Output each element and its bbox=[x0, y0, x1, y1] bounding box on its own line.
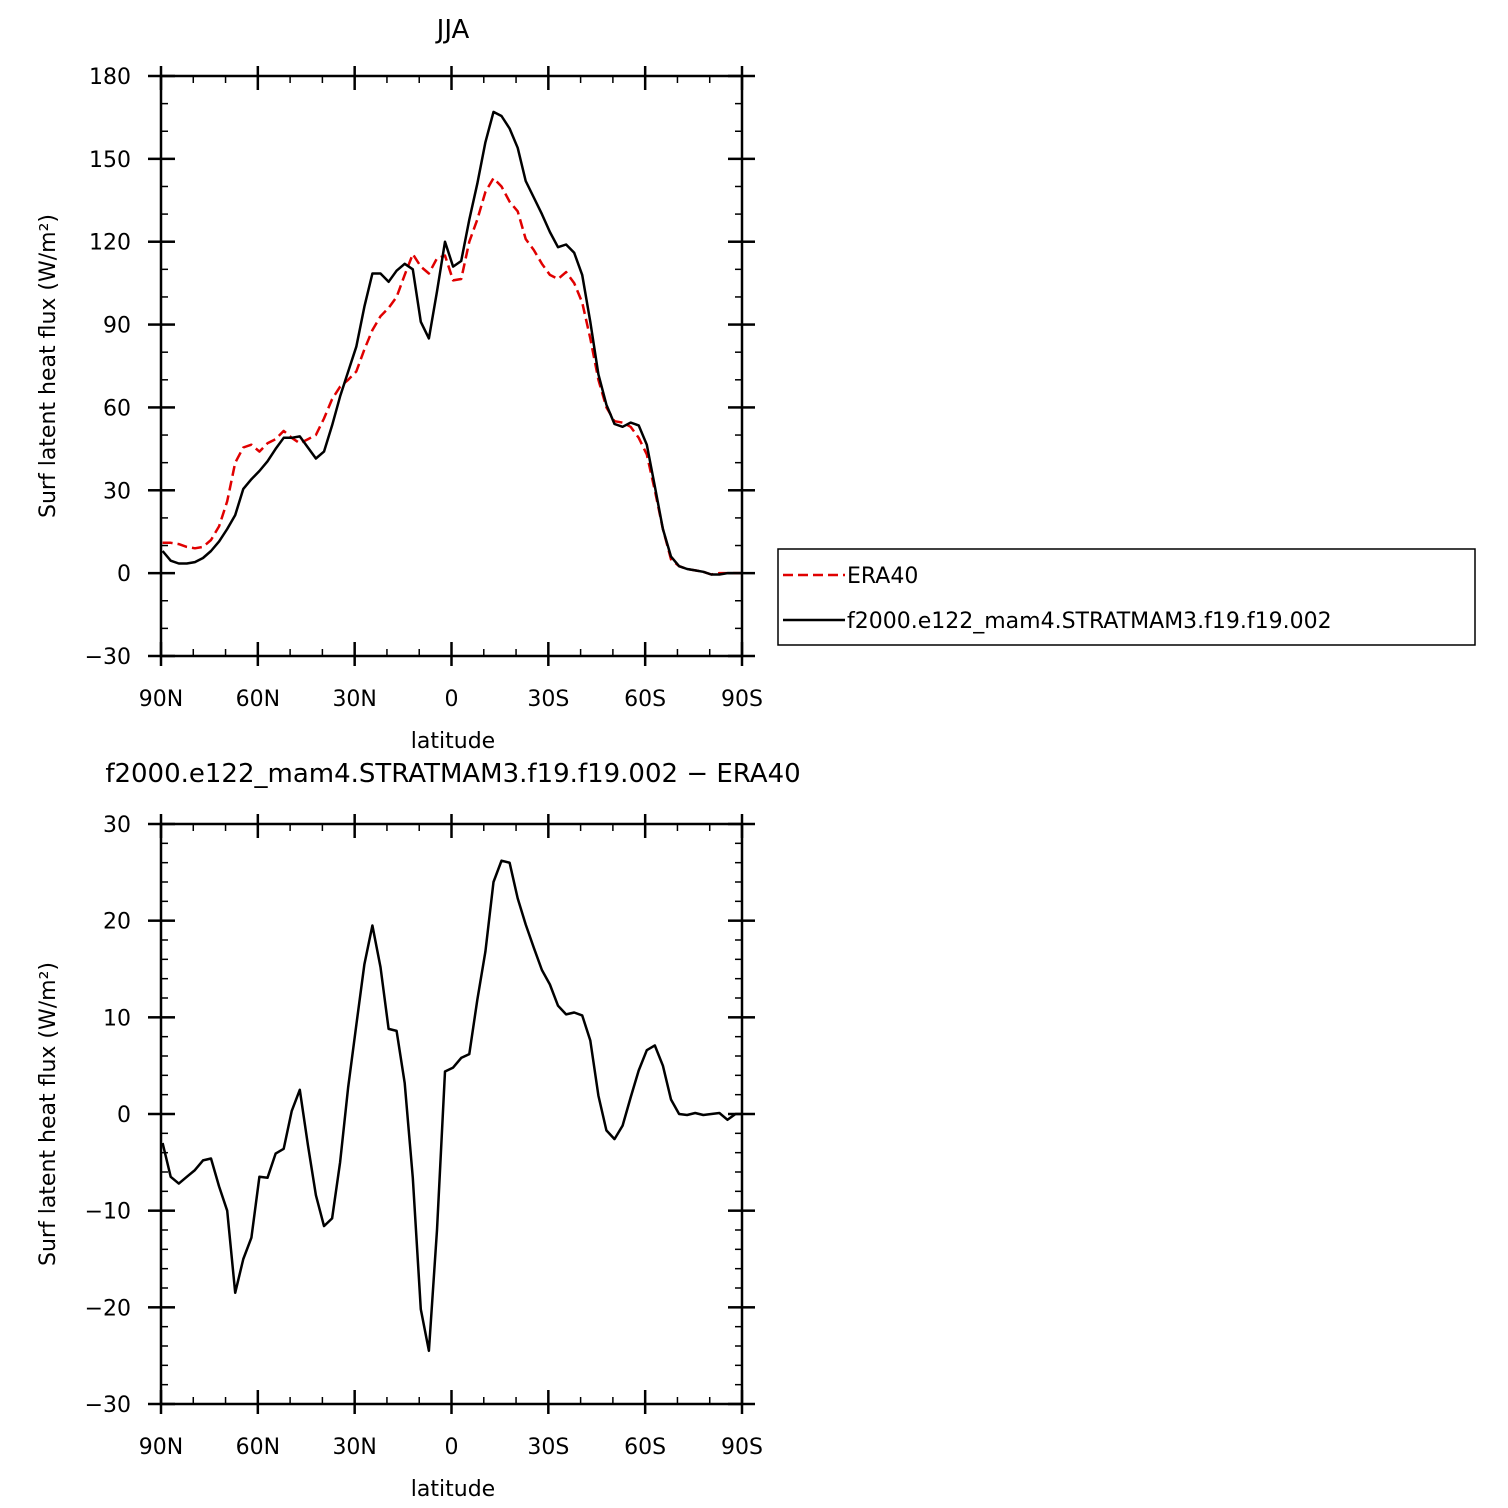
y-tick-label: 30 bbox=[103, 813, 131, 838]
top-series-line-1 bbox=[162, 176, 742, 576]
y-tick-label: 20 bbox=[103, 910, 131, 935]
y-tick-label: −30 bbox=[85, 645, 131, 670]
x-tick-label: 30S bbox=[527, 687, 569, 712]
x-tick-label: 30N bbox=[332, 687, 376, 712]
bottom-axis-ticks: 90N 60N 30N 0 30S 60S 90S −30 −20 −10 0 10 20 30 bbox=[85, 813, 763, 1460]
legend-box bbox=[777, 548, 1476, 646]
y-tick-label: −20 bbox=[85, 1296, 131, 1321]
bottom-series-lines bbox=[161, 859, 742, 1353]
top-panel-title: JJA bbox=[435, 15, 470, 45]
x-tick-label: 90S bbox=[721, 687, 763, 712]
x-tick-label: 90N bbox=[139, 1435, 183, 1460]
bottom-series-line-1 bbox=[161, 859, 742, 1353]
y-tick-label: 30 bbox=[103, 479, 131, 504]
top-series-line-2 bbox=[161, 110, 742, 576]
x-tick-label: 0 bbox=[445, 687, 459, 712]
y-tick-label: 10 bbox=[103, 1006, 131, 1031]
y-tick-label: −10 bbox=[85, 1200, 131, 1225]
bottom-y-axis-label: Surf latent heat flux (W/m²) bbox=[36, 962, 61, 1266]
top-plot-frame bbox=[159, 74, 744, 658]
top-y-axis-label: Surf latent heat flux (W/m²) bbox=[36, 214, 61, 518]
x-tick-label: 60N bbox=[236, 1435, 280, 1460]
top-panel: JJA 90N 60N 30N 0 30S 60S 90S −30 0 30 60 90 120 150 1… bbox=[36, 15, 763, 754]
y-tick-label: 0 bbox=[117, 562, 131, 587]
x-tick-label: 30S bbox=[527, 1435, 569, 1460]
y-tick-label: 180 bbox=[89, 65, 131, 90]
top-series-lines bbox=[161, 110, 742, 576]
y-tick-label: 120 bbox=[89, 231, 131, 256]
x-tick-label: 60S bbox=[624, 687, 666, 712]
x-tick-label: 60S bbox=[624, 1435, 666, 1460]
y-tick-label: 60 bbox=[103, 396, 131, 421]
y-tick-label: −30 bbox=[85, 1393, 131, 1418]
x-tick-label: 0 bbox=[445, 1435, 459, 1460]
x-tick-label: 90N bbox=[139, 687, 183, 712]
y-tick-label: 90 bbox=[103, 314, 131, 339]
bottom-panel: f2000.e122_mam4.STRATMAM3.f19.f19.002 − … bbox=[36, 759, 801, 1502]
x-tick-label: 90S bbox=[721, 1435, 763, 1460]
legend-label-model: f2000.e122_mam4.STRATMAM3.f19.f19.002 bbox=[847, 609, 1332, 634]
bottom-x-axis-label: latitude bbox=[411, 1477, 495, 1502]
x-tick-label: 30N bbox=[332, 1435, 376, 1460]
top-x-axis-label: latitude bbox=[411, 729, 495, 754]
legend-label-era40: ERA40 bbox=[847, 564, 918, 589]
bottom-panel-title: f2000.e122_mam4.STRATMAM3.f19.f19.002 − … bbox=[105, 759, 800, 789]
legend: ERA40 f2000.e122_mam4.STRATMAM3.f19.f19.… bbox=[777, 548, 1476, 646]
y-tick-label: 0 bbox=[117, 1103, 131, 1128]
y-tick-label: 150 bbox=[89, 148, 131, 173]
x-tick-label: 60N bbox=[236, 687, 280, 712]
top-axis-ticks: 90N 60N 30N 0 30S 60S 90S −30 0 30 60 90 120 150 180 bbox=[85, 65, 763, 712]
bottom-plot-frame bbox=[159, 822, 744, 1406]
